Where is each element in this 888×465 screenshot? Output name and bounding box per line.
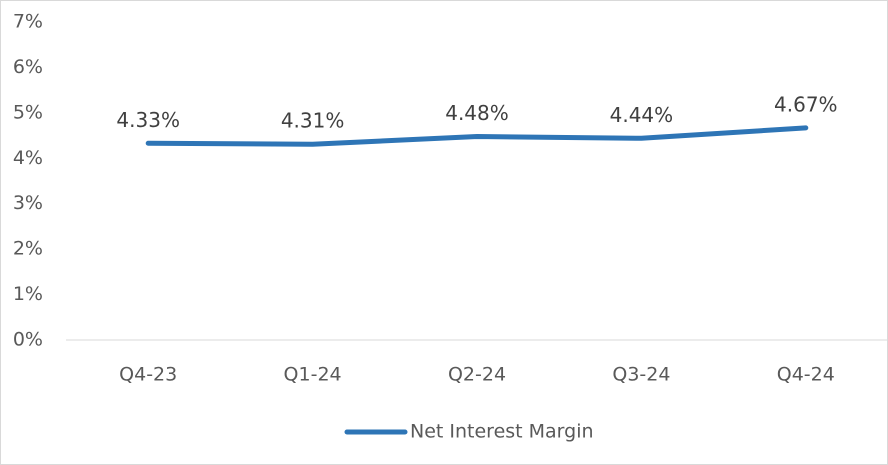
data-label: 4.48% xyxy=(445,101,509,125)
x-tick-label: Q1-24 xyxy=(284,364,342,386)
y-tick-label: 4% xyxy=(13,147,43,169)
y-tick-label: 2% xyxy=(13,238,43,260)
data-label: 4.33% xyxy=(116,108,180,132)
legend-label: Net Interest Margin xyxy=(410,421,594,443)
y-tick-label: 5% xyxy=(13,101,43,123)
y-tick-label: 3% xyxy=(13,192,43,214)
x-tick-label: Q4-24 xyxy=(777,364,835,386)
x-tick-label: Q4-23 xyxy=(119,364,177,386)
x-tick-label: Q3-24 xyxy=(612,364,670,386)
series-line xyxy=(145,125,809,147)
y-tick-label: 0% xyxy=(13,329,43,351)
data-label: 4.31% xyxy=(281,109,345,133)
y-tick-label: 6% xyxy=(13,56,43,78)
data-label: 4.67% xyxy=(774,92,838,116)
data-label: 4.44% xyxy=(610,103,674,127)
y-tick-label: 7% xyxy=(13,11,43,33)
y-tick-label: 1% xyxy=(13,283,43,305)
x-tick-label: Q2-24 xyxy=(448,364,506,386)
